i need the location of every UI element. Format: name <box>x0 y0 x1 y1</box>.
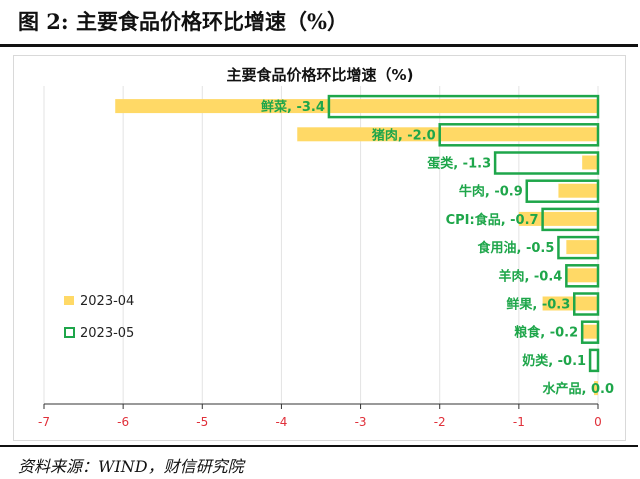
data-label: 食用油, -0.5 <box>478 240 555 256</box>
data-label: 奶类, -0.1 <box>521 353 586 369</box>
data-label: CPI:食品, -0.7 <box>446 212 539 228</box>
legend-swatch-2023-05 <box>64 327 75 338</box>
source-note: 资料来源：WIND，财信研究院 <box>18 457 244 476</box>
bar-2023-04 <box>594 381 598 396</box>
x-tick-label: -2 <box>434 415 446 429</box>
bar-2023-05 <box>327 94 600 119</box>
bottom-rule <box>0 445 638 447</box>
chart-frame <box>13 55 626 441</box>
x-tick-label: -6 <box>117 415 129 429</box>
bar-2023-05 <box>541 207 600 232</box>
data-label: 猪肉, -2.0 <box>371 127 436 143</box>
figure-title: 图 2: 主要食品价格环比增速（%） <box>18 9 348 34</box>
bar-2023-05 <box>438 123 600 147</box>
data-label: 水产品, 0.0 <box>543 381 615 397</box>
x-tick-label: -4 <box>275 415 287 429</box>
legend-swatch-2023-04 <box>64 296 74 305</box>
bar-2023-04 <box>297 127 598 142</box>
x-tick-label: -1 <box>513 415 525 429</box>
x-tick-label: -7 <box>38 415 50 429</box>
bar-2023-05 <box>557 235 600 260</box>
bar-2023-05 <box>573 292 600 316</box>
chart-title: 主要食品价格环比增速（%) <box>227 66 414 84</box>
data-label: 羊肉, -0.4 <box>498 268 562 284</box>
bar-2023-05 <box>525 179 600 203</box>
x-tick-label: -5 <box>196 415 208 429</box>
x-tick-label: -3 <box>355 415 367 429</box>
legend-label-2023-04: 2023-04 <box>80 294 134 309</box>
bar-2023-04 <box>558 183 598 198</box>
data-label: 蛋类, -1.3 <box>427 156 491 172</box>
bar-2023-04 <box>115 99 598 114</box>
bar-2023-04 <box>518 211 598 226</box>
bar-2023-04 <box>582 155 598 170</box>
data-label: 鲜菜, -3.4 <box>261 99 325 115</box>
bar-2023-04 <box>566 268 598 283</box>
data-label: 鲜果, -0.3 <box>506 297 570 313</box>
legend-label-2023-05: 2023-05 <box>80 326 134 341</box>
data-label: 牛肉, -0.9 <box>459 184 523 200</box>
bar-2023-04 <box>542 296 598 311</box>
top-rule <box>0 44 638 47</box>
bar-2023-04 <box>582 324 598 339</box>
bar-2023-04 <box>566 240 598 255</box>
bar-2023-05 <box>580 320 600 344</box>
bar-2023-05 <box>565 264 600 288</box>
data-label: 粮食, -0.2 <box>514 325 578 341</box>
bar-2023-05 <box>588 348 600 373</box>
bar-2023-05 <box>493 151 600 175</box>
x-tick-label: 0 <box>594 415 602 429</box>
